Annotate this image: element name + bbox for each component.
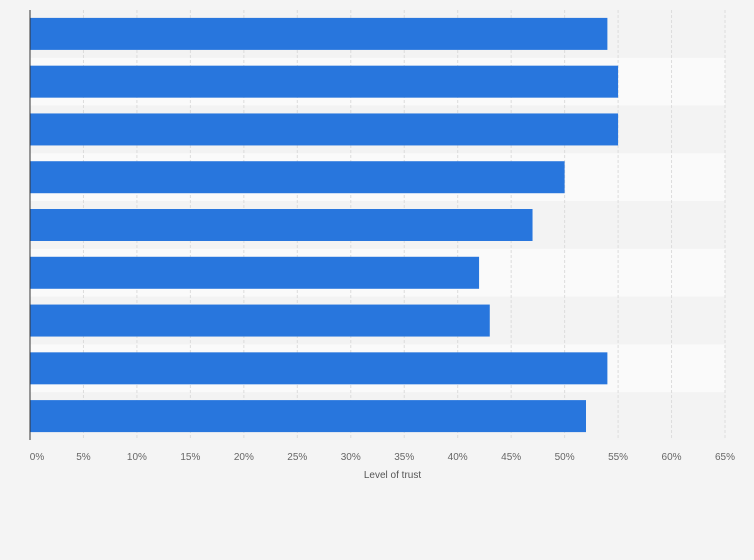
bar[interactable]	[30, 304, 490, 337]
x-tick-label: 15%	[180, 452, 200, 463]
x-tick-label: 35%	[394, 452, 414, 463]
x-tick-label: 10%	[127, 452, 147, 463]
x-tick-label: 0%	[30, 452, 45, 463]
x-tick-label: 55%	[608, 452, 628, 463]
x-tick-label: 45%	[501, 452, 521, 463]
x-tick-label: 25%	[287, 452, 307, 463]
bar[interactable]	[30, 256, 480, 289]
bars	[30, 17, 619, 433]
x-tick-label: 5%	[76, 452, 91, 463]
x-tick-labels: 0% 5% 10% 15% 20% 25% 30% 35% 40% 45% 50% 55% 60% 65%	[30, 452, 735, 463]
x-axis-title: Level of trust	[364, 470, 421, 481]
x-tick-label: 60%	[662, 452, 682, 463]
bar[interactable]	[30, 209, 533, 241]
x-tick-label: 65%	[715, 452, 735, 463]
bar[interactable]	[30, 17, 608, 50]
bar[interactable]	[30, 400, 586, 433]
bar[interactable]	[30, 65, 619, 98]
bar[interactable]	[30, 352, 608, 385]
x-tick-label: 20%	[234, 452, 254, 463]
bar[interactable]	[30, 161, 565, 194]
bar[interactable]	[30, 113, 619, 146]
x-tick-label: 40%	[448, 452, 468, 463]
x-tick-label: 30%	[341, 452, 361, 463]
x-tick-label: 50%	[555, 452, 575, 463]
